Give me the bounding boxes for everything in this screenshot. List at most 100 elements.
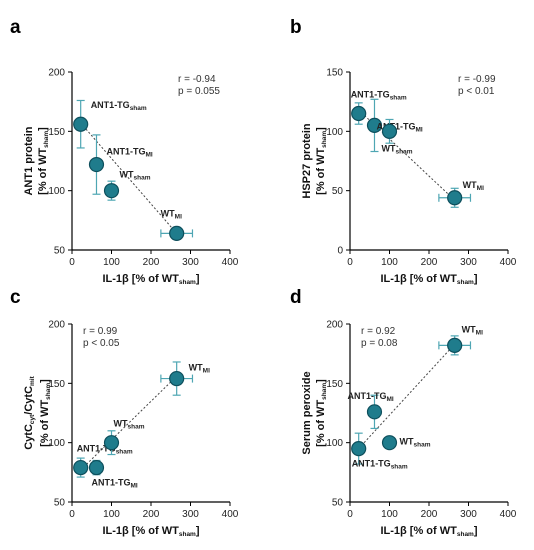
x-tick-label: 400 xyxy=(222,257,239,268)
data-point-label: ANT1-TGsham xyxy=(352,459,408,471)
y-axis-label: ANT1 protein [% of WTsham] xyxy=(23,126,50,195)
data-point-label: ANT1-TGMI xyxy=(106,147,152,159)
y-tick-label: 0 xyxy=(337,246,343,257)
data-point: ANT1-TGMI xyxy=(88,134,153,195)
correlation-p: p = 0.08 xyxy=(361,338,398,349)
data-point-marker xyxy=(103,183,120,199)
x-tick-label: 300 xyxy=(460,509,477,520)
data-point: ANT1-TGMI xyxy=(347,391,394,430)
data-point: ANT1-TGsham xyxy=(73,444,133,478)
data-point-label: ANT1-TGMI xyxy=(91,478,137,490)
x-tick-label: 0 xyxy=(69,509,75,520)
x-tick-label: 400 xyxy=(500,509,517,520)
x-tick-label: 0 xyxy=(347,509,353,520)
correlation-r: r = 0.99 xyxy=(83,326,118,337)
y-tick-label: 50 xyxy=(332,186,344,197)
x-tick-label: 300 xyxy=(460,257,477,268)
y-tick-label: 100 xyxy=(326,127,343,138)
data-point-label: WTMI xyxy=(463,180,484,192)
panel-letter: b xyxy=(290,17,302,38)
y-tick-label: 150 xyxy=(48,379,65,390)
correlation-p: p < 0.01 xyxy=(458,86,495,97)
x-axis-label: IL-1β [% of WTsham] xyxy=(102,525,199,538)
data-point-marker xyxy=(381,435,398,451)
x-axis-label: IL-1β [% of WTsham] xyxy=(102,273,199,286)
x-tick-label: 200 xyxy=(421,257,438,268)
x-tick-label: 400 xyxy=(500,257,517,268)
data-point: WTsham xyxy=(381,118,413,155)
y-tick-label: 200 xyxy=(48,320,65,331)
correlation-r: r = -0.99 xyxy=(458,74,496,85)
correlation-r: r = -0.94 xyxy=(178,74,216,85)
x-tick-label: 0 xyxy=(347,257,353,268)
y-tick-label: 200 xyxy=(48,68,65,79)
correlation-p: p < 0.05 xyxy=(83,338,120,349)
y-axis-label: HSP27 protein [% of WTsham] xyxy=(301,123,328,198)
x-tick-label: 300 xyxy=(182,257,199,268)
y-tick-label: 50 xyxy=(332,498,344,509)
y-tick-label: 100 xyxy=(48,186,65,197)
data-point-marker xyxy=(366,404,383,420)
data-point-label: WTMI xyxy=(161,208,182,220)
x-tick-label: 300 xyxy=(182,509,199,520)
data-point-marker xyxy=(366,117,383,134)
data-point-label: ANT1-TGMI xyxy=(347,391,393,403)
data-point: ANT1-TGMI xyxy=(88,459,138,490)
x-tick-label: 0 xyxy=(69,257,75,268)
data-point: WTMI xyxy=(160,208,194,241)
data-point-marker xyxy=(73,116,89,132)
data-point: ANT1-TGsham xyxy=(73,99,147,149)
x-tick-label: 400 xyxy=(222,509,239,520)
data-point-marker xyxy=(169,225,185,241)
data-point-label: ANT1-TGMI xyxy=(376,121,422,133)
data-point-marker xyxy=(88,156,105,173)
x-axis-label: IL-1β [% of WTsham] xyxy=(380,273,477,286)
x-tick-label: 200 xyxy=(143,257,160,268)
data-point: WTMI xyxy=(438,180,484,208)
y-tick-label: 150 xyxy=(326,379,343,390)
correlation-r: r = 0.92 xyxy=(361,326,396,337)
data-point: WTMI xyxy=(160,361,210,396)
data-point: ANT1-TGsham xyxy=(351,432,408,471)
x-tick-label: 200 xyxy=(421,509,438,520)
y-tick-label: 50 xyxy=(54,498,66,509)
x-tick-label: 100 xyxy=(103,509,120,520)
x-axis-label: IL-1β [% of WTsham] xyxy=(380,525,477,538)
data-point: ANT1-TGMI xyxy=(366,98,423,153)
panel-letter: a xyxy=(10,17,21,38)
data-point-label: ANT1-TGsham xyxy=(77,444,133,456)
panel-a: a 50 100 150 200 0 100 200 300 400 IL-1β [% of WTs… xyxy=(10,17,239,286)
data-point-marker xyxy=(351,105,367,122)
data-point-marker xyxy=(447,190,463,206)
data-point-marker xyxy=(88,459,105,476)
data-point-label: WTsham xyxy=(114,419,145,431)
data-point-label: WTsham xyxy=(382,143,413,155)
data-point-marker xyxy=(73,459,89,476)
panel-c: c 50 100 150 200 0 100 200 300 400 IL-1β [% of WTs… xyxy=(10,287,239,538)
panel-b: b 0 50 100 150 0 100 200 300 400 IL-1β [% of WTsha… xyxy=(290,17,517,286)
data-point: WTsham xyxy=(381,435,431,451)
data-point-label: WTMI xyxy=(189,363,210,375)
x-tick-label: 100 xyxy=(103,257,120,268)
data-point: WTsham xyxy=(103,170,151,201)
data-point: ANT1-TGsham xyxy=(351,90,407,125)
panel-d: d 50 100 150 200 0 100 200 300 400 IL-1β [% of WTs… xyxy=(290,287,517,538)
panel-letter: d xyxy=(290,287,302,308)
data-point-label: WTsham xyxy=(120,170,151,182)
y-tick-label: 200 xyxy=(326,320,343,331)
y-axis-label: Serum peroxide [% of WTsham] xyxy=(301,371,328,454)
data-point-marker xyxy=(381,123,398,139)
y-tick-label: 100 xyxy=(48,438,65,449)
y-tick-label: 150 xyxy=(326,68,343,79)
x-tick-label: 100 xyxy=(381,257,398,268)
data-point-marker xyxy=(169,370,185,387)
y-axis-label: CytCcyt/CytCmit[% of WTsham] xyxy=(23,375,52,449)
data-point: WTMI xyxy=(438,324,483,356)
y-tick-label: 50 xyxy=(54,246,66,257)
x-tick-label: 200 xyxy=(143,509,160,520)
data-point-label: WTMI xyxy=(462,324,483,336)
data-point: WTsham xyxy=(103,419,145,456)
correlation-p: p = 0.055 xyxy=(178,86,220,97)
panel-letter: c xyxy=(10,287,21,308)
